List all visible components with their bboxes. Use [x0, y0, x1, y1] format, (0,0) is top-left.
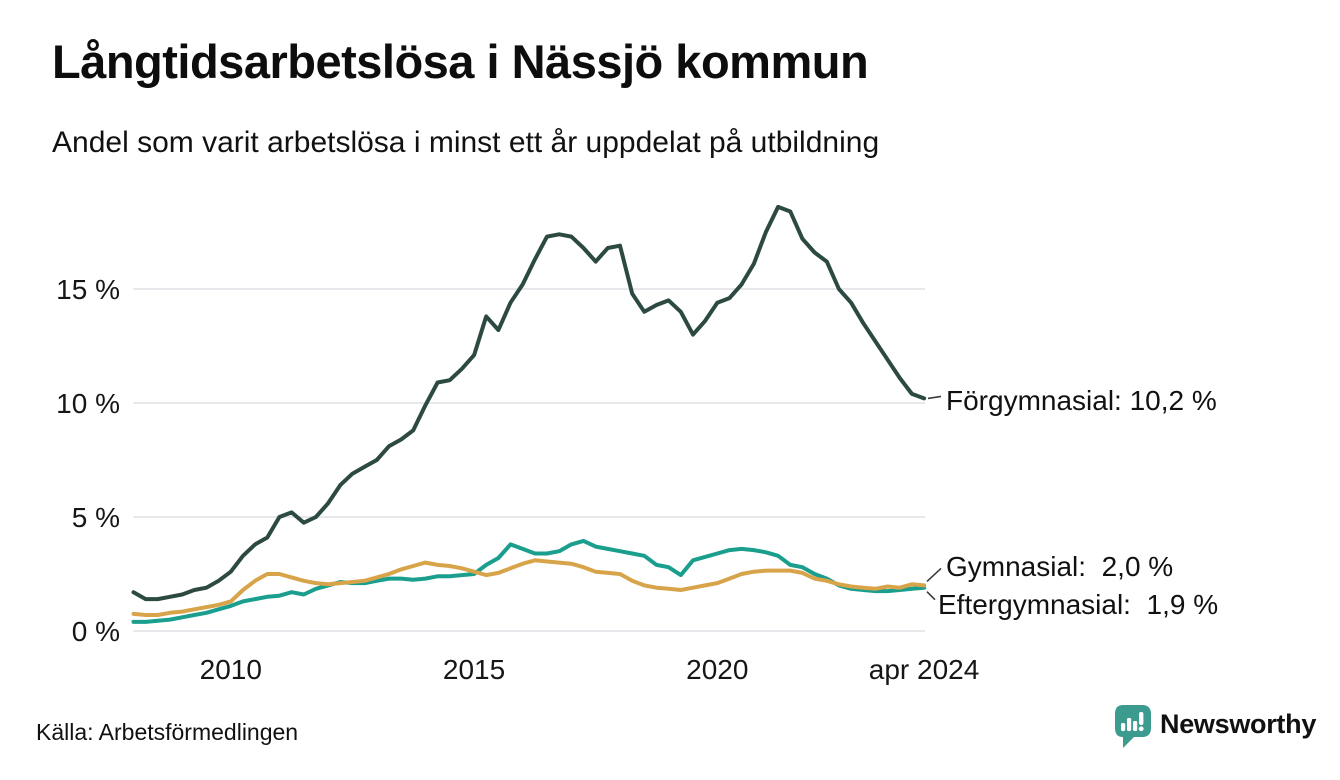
newsworthy-logo: Newsworthy	[1114, 704, 1316, 749]
y-axis-tick-label: 5 %	[72, 502, 120, 533]
annotation-forgymnasial: Förgymnasial: 10,2 %	[946, 384, 1217, 418]
chart-title: Långtidsarbetslösa i Nässjö kommun	[52, 35, 869, 88]
y-axis-tick-label: 0 %	[72, 616, 120, 647]
leader-eftergymnasial	[926, 591, 936, 601]
chart-subtitle: Andel som varit arbetslösa i minst ett å…	[52, 126, 880, 159]
source-note: Källa: Arbetsförmedlingen	[36, 719, 299, 745]
x-axis-tick-label: 2015	[443, 654, 505, 685]
series-line-gymnasial	[131, 558, 927, 617]
y-axis-tick-label: 10 %	[56, 388, 120, 419]
series-line-förgymnasial	[131, 204, 927, 602]
annotation-eftergymnasial: Eftergymnasial: 1,9 %	[938, 588, 1218, 622]
annotation-gymnasial: Gymnasial: 2,0 %	[946, 550, 1173, 584]
annotation-eftergymnasial-text: Eftergymnasial: 1,9 %	[938, 588, 1219, 620]
y-axis-tick-label: 15 %	[56, 274, 120, 305]
x-axis-tick-label: apr 2024	[869, 654, 980, 685]
annotation-gymnasial-text: Gymnasial: 2,0 %	[946, 551, 1174, 583]
leader-gymnasial	[926, 567, 942, 582]
newsworthy-logo-text: Newsworthy	[1160, 709, 1317, 739]
x-axis-tick-label: 2020	[686, 654, 748, 685]
series-line-eftergymnasial	[131, 538, 927, 624]
leader-forgymnasial	[927, 395, 942, 400]
x-axis-tick-label: 2010	[200, 654, 262, 685]
annotation-forgymnasial-text: Förgymnasial: 10,2 %	[946, 385, 1217, 417]
newsworthy-logo-icon	[1115, 705, 1151, 748]
